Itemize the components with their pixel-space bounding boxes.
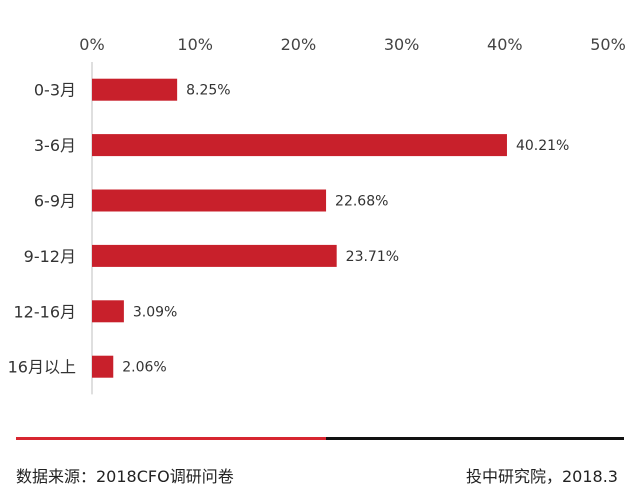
bar bbox=[92, 300, 124, 323]
category-label: 0-3月 bbox=[34, 81, 76, 100]
bar bbox=[92, 78, 178, 101]
x-tick-label: 20% bbox=[281, 35, 317, 54]
credit-note: 投中研究院，2018.3 bbox=[466, 467, 618, 486]
category-label: 16月以上 bbox=[8, 358, 76, 377]
data-label: 8.25% bbox=[186, 83, 230, 99]
data-label: 22.68% bbox=[335, 194, 388, 210]
x-tick-label: 30% bbox=[384, 35, 420, 54]
x-tick-label: 40% bbox=[487, 35, 523, 54]
category-label: 9-12月 bbox=[24, 247, 76, 266]
category-label: 3-6月 bbox=[34, 136, 76, 155]
data-label: 40.21% bbox=[516, 138, 569, 154]
footer-divider-black bbox=[326, 437, 624, 440]
bar-chart: 0% 10% 20% 30% 40% 50% 0-3月 8.25% 3-6月 40.21% 6-9月… bbox=[8, 35, 626, 395]
data-label: 2.06% bbox=[122, 360, 166, 376]
x-tick-label: 0% bbox=[79, 35, 104, 54]
bar bbox=[92, 355, 114, 378]
x-tick-label: 50% bbox=[590, 35, 626, 54]
footer-divider-red bbox=[16, 437, 326, 440]
data-label: 23.71% bbox=[346, 249, 399, 265]
data-label: 3.09% bbox=[133, 304, 177, 320]
bar bbox=[92, 189, 327, 212]
x-tick-label: 10% bbox=[177, 35, 213, 54]
source-note: 数据来源：2018CFO调研问卷 bbox=[16, 467, 234, 486]
bar bbox=[92, 244, 337, 267]
category-label: 6-9月 bbox=[34, 192, 76, 211]
bar bbox=[92, 134, 507, 157]
category-label: 12-16月 bbox=[14, 302, 77, 321]
